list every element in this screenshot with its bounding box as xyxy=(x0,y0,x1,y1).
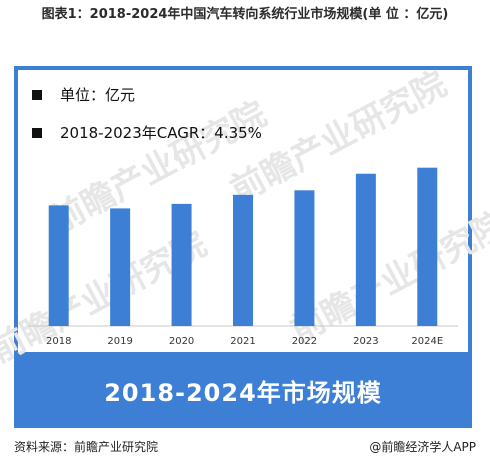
x-tick-label-2024E: 2024E xyxy=(411,336,443,347)
bar-chart: 2018 2019 2020 2021 2022 2023 2024E xyxy=(28,167,458,347)
x-tick-label-2018: 2018 xyxy=(46,336,71,347)
bar-2018 xyxy=(48,205,69,326)
bar-2021 xyxy=(233,194,253,326)
bullet-square-icon xyxy=(32,89,42,100)
cagr-note: 2018-2023年CAGR：4.35% xyxy=(32,122,262,143)
bar-2022 xyxy=(294,190,315,326)
unit-note: 单位：亿元 xyxy=(32,84,135,105)
x-tick-label-2020: 2020 xyxy=(169,336,194,347)
x-tick-label-2019: 2019 xyxy=(107,336,132,347)
bar-2019 xyxy=(110,208,131,326)
bullet-square-icon xyxy=(32,127,42,138)
x-tick-label-2022: 2022 xyxy=(292,336,317,347)
source-note: 资料来源：前瞻产业研究院 xyxy=(14,440,159,454)
figure-title: 图表1：2018-2024年中国汽车转向系统行业市场规模(单 位 ：亿元) xyxy=(41,7,449,22)
chart-banner: 2018-2024年市场规模 xyxy=(104,378,382,407)
x-tick-label-2021: 2021 xyxy=(230,336,255,347)
chart-panel: 前瞻产业研究院 前瞻产业研究院 前瞻产业研究院 前瞻产业研究院 单位：亿元 20… xyxy=(0,64,490,371)
x-tick-label-2023: 2023 xyxy=(353,336,378,347)
chart-frame: 前瞻产业研究院 前瞻产业研究院 前瞻产业研究院 前瞻产业研究院 单位：亿元 20… xyxy=(0,64,490,428)
brand-mark: @前瞻经济学人APP xyxy=(369,440,476,454)
bar-2020 xyxy=(171,203,192,326)
bar-2024E xyxy=(417,167,438,326)
cagr-note-text: 2018-2023年CAGR：4.35% xyxy=(60,124,262,142)
unit-note-text: 单位：亿元 xyxy=(60,86,136,104)
bar-2023 xyxy=(355,173,376,326)
